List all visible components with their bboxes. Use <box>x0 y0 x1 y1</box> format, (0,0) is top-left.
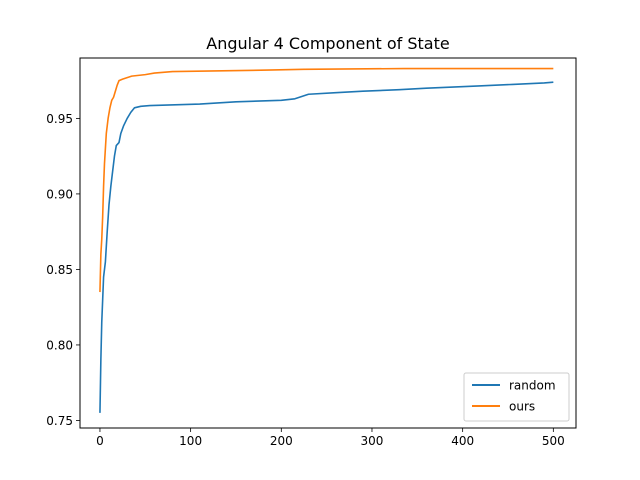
y-tick-label-1: 0.80 <box>46 338 73 352</box>
x-tick-label-300: 300 <box>361 434 384 448</box>
series-line-random <box>99 81 554 413</box>
y-tick-label-3: 0.90 <box>46 187 73 201</box>
x-tick-label-100: 100 <box>179 434 202 448</box>
series-layer <box>99 67 554 413</box>
legend-label-ours: ours <box>509 400 535 414</box>
x-tick-label-400: 400 <box>451 434 474 448</box>
x-tick-label-500: 500 <box>542 434 565 448</box>
plot-area <box>79 57 577 429</box>
y-axis: 0.75 0.80 0.85 0.90 0.95 <box>46 112 80 428</box>
x-tick-label-0: 0 <box>96 434 104 448</box>
x-axis: 0 100 200 300 400 500 <box>96 428 565 448</box>
x-tick-label-200: 200 <box>270 434 293 448</box>
legend: random ours <box>463 372 570 422</box>
y-tick-label-2: 0.85 <box>46 263 73 277</box>
legend-label-random: random <box>509 379 556 393</box>
chart-title: Angular 4 Component of State <box>206 34 449 53</box>
y-tick-label-0: 0.75 <box>46 414 73 428</box>
y-tick-label-4: 0.95 <box>46 112 73 126</box>
series-line-ours <box>99 67 554 293</box>
